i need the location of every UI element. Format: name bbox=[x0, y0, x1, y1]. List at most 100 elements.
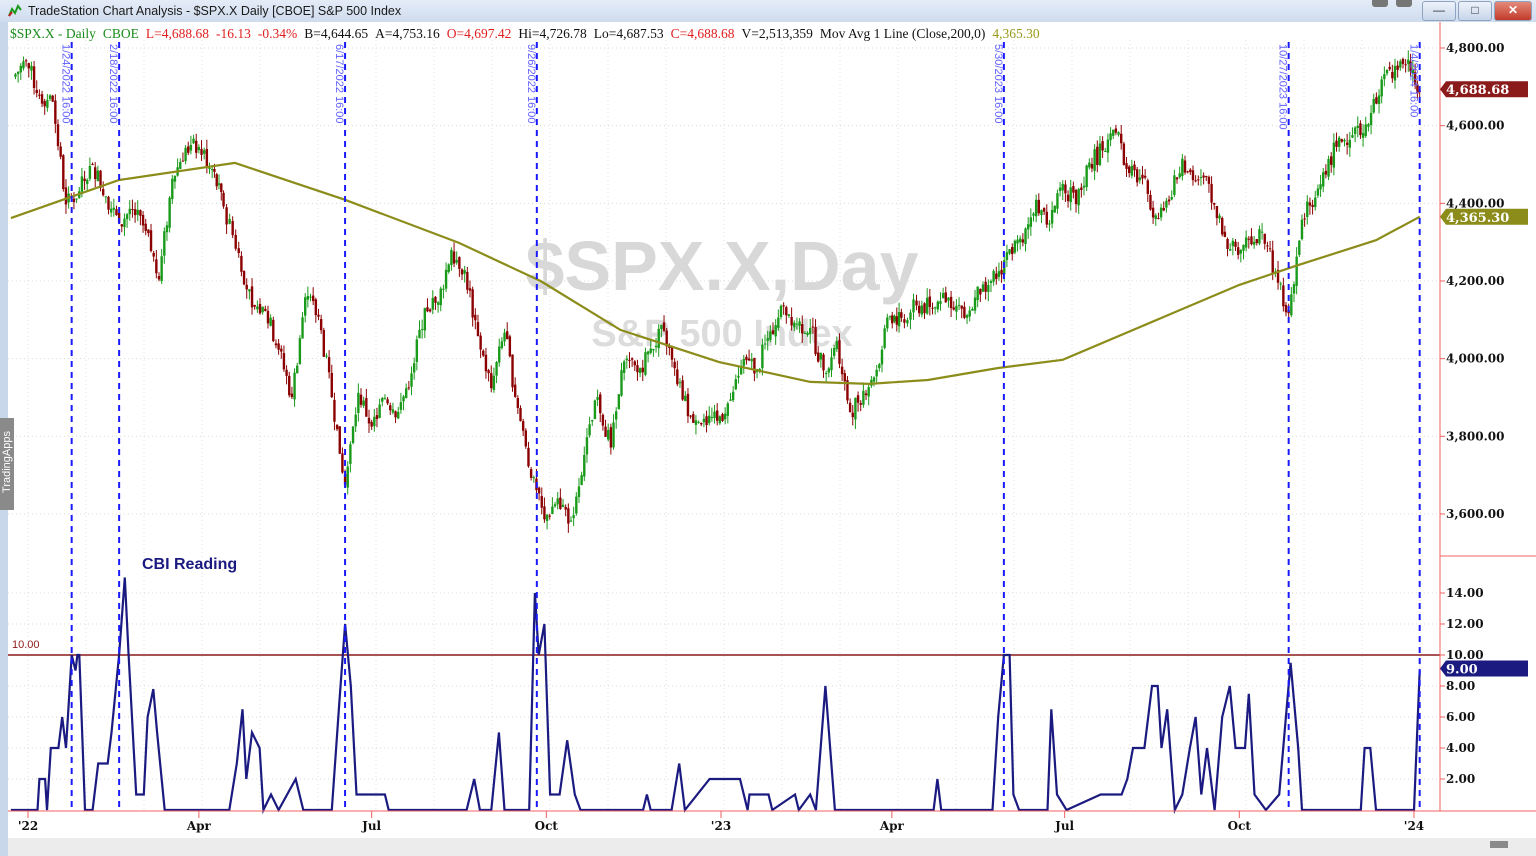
candle-body bbox=[766, 337, 769, 342]
candle-body bbox=[1319, 184, 1322, 190]
cbi-line bbox=[10, 577, 1421, 815]
candle-body bbox=[731, 391, 735, 401]
candle-body bbox=[609, 427, 613, 448]
candle-body bbox=[367, 417, 371, 424]
candle-body bbox=[1207, 176, 1211, 184]
candle-body bbox=[1186, 171, 1189, 173]
candle-body bbox=[827, 368, 831, 373]
toolbar-toggle-icon[interactable] bbox=[1372, 0, 1388, 7]
candle-body bbox=[638, 368, 642, 374]
candle-body bbox=[228, 218, 231, 224]
candle-body bbox=[508, 336, 512, 357]
maximize-button[interactable]: □ bbox=[1458, 1, 1492, 21]
candle-body bbox=[981, 284, 985, 292]
candle-body bbox=[1194, 180, 1197, 182]
candle-body bbox=[875, 369, 878, 377]
candle-body bbox=[133, 209, 137, 216]
candle-body bbox=[1343, 139, 1346, 142]
candle-body bbox=[1234, 241, 1237, 247]
time-tick-label: Oct bbox=[535, 819, 559, 833]
candle-body bbox=[187, 146, 190, 153]
candle-body bbox=[989, 281, 993, 284]
price-tick-label: 3,800.00 bbox=[1446, 429, 1504, 443]
candle-body bbox=[442, 288, 445, 290]
pin-icon[interactable] bbox=[1396, 0, 1412, 7]
candle-body bbox=[559, 497, 562, 509]
candle-body bbox=[1064, 184, 1067, 194]
candle-body bbox=[107, 196, 110, 210]
candle-body bbox=[157, 276, 161, 280]
candle-body bbox=[734, 379, 737, 390]
candle-body bbox=[418, 329, 421, 339]
candle-body bbox=[521, 421, 525, 431]
candle-body bbox=[322, 330, 326, 357]
candle-body bbox=[32, 66, 36, 88]
candle-body bbox=[1101, 141, 1104, 151]
candle-body bbox=[250, 286, 254, 308]
candle-body bbox=[264, 308, 267, 311]
candle-body bbox=[245, 284, 248, 290]
last-price-badge-bg bbox=[1440, 81, 1528, 98]
candle-body bbox=[1258, 229, 1261, 244]
candle-body bbox=[1191, 170, 1195, 181]
candle-body bbox=[120, 224, 123, 227]
time-tick-label: '22 bbox=[18, 819, 38, 833]
candle-body bbox=[428, 309, 432, 312]
candle-body bbox=[1141, 174, 1144, 179]
candle-body bbox=[537, 487, 541, 494]
candle-body bbox=[397, 411, 400, 419]
candle-body bbox=[327, 357, 331, 373]
candle-body bbox=[851, 412, 854, 418]
candle-body bbox=[963, 306, 966, 318]
candle-body bbox=[1226, 238, 1229, 250]
candle-body bbox=[646, 351, 650, 355]
candle-body bbox=[960, 305, 963, 309]
minimize-button[interactable]: — bbox=[1422, 1, 1456, 21]
candle-body bbox=[357, 392, 360, 414]
legend-item: -16.13 bbox=[216, 26, 251, 41]
tradingapps-tab[interactable]: TradingApps bbox=[0, 418, 14, 510]
candle-body bbox=[303, 297, 307, 316]
candle-body bbox=[1048, 223, 1051, 225]
candle-body bbox=[1088, 162, 1091, 168]
candle-body bbox=[288, 375, 291, 396]
legend-item: L=4,688.68 bbox=[145, 26, 210, 41]
candle-body bbox=[59, 146, 62, 157]
candle-body bbox=[662, 322, 666, 331]
candle-body bbox=[101, 189, 105, 196]
candle-body bbox=[370, 421, 373, 427]
candle-body bbox=[16, 71, 20, 75]
candle-body bbox=[529, 469, 533, 478]
scrollbar-thumb[interactable] bbox=[1490, 841, 1508, 848]
candle-body bbox=[27, 63, 30, 69]
candle-body bbox=[152, 252, 155, 257]
candle-body bbox=[771, 330, 775, 334]
candle-body bbox=[918, 305, 921, 314]
candle-body bbox=[349, 444, 352, 464]
candle-body bbox=[880, 349, 884, 365]
chart-area[interactable] bbox=[8, 22, 1536, 838]
candle-body bbox=[686, 393, 690, 417]
candle-body bbox=[1263, 233, 1266, 244]
candle-body bbox=[375, 415, 379, 420]
candle-body bbox=[1165, 200, 1168, 208]
candle-body bbox=[1053, 205, 1056, 213]
candle-body bbox=[460, 269, 464, 275]
candle-body bbox=[237, 248, 240, 254]
candle-body bbox=[99, 170, 102, 188]
candle-body bbox=[593, 400, 597, 420]
candle-body bbox=[543, 506, 546, 520]
candle-body bbox=[479, 335, 482, 350]
candle-body bbox=[128, 208, 131, 215]
candle-body bbox=[197, 147, 201, 151]
candle-body bbox=[1284, 304, 1288, 313]
candle-body bbox=[601, 414, 605, 426]
close-button[interactable]: ✕ bbox=[1494, 1, 1532, 21]
candle-body bbox=[906, 320, 909, 324]
horizontal-scrollbar[interactable] bbox=[8, 838, 1536, 856]
candle-body bbox=[928, 296, 932, 307]
candle-body bbox=[173, 175, 177, 182]
candle-body bbox=[1045, 211, 1048, 225]
candle-body bbox=[46, 99, 49, 108]
